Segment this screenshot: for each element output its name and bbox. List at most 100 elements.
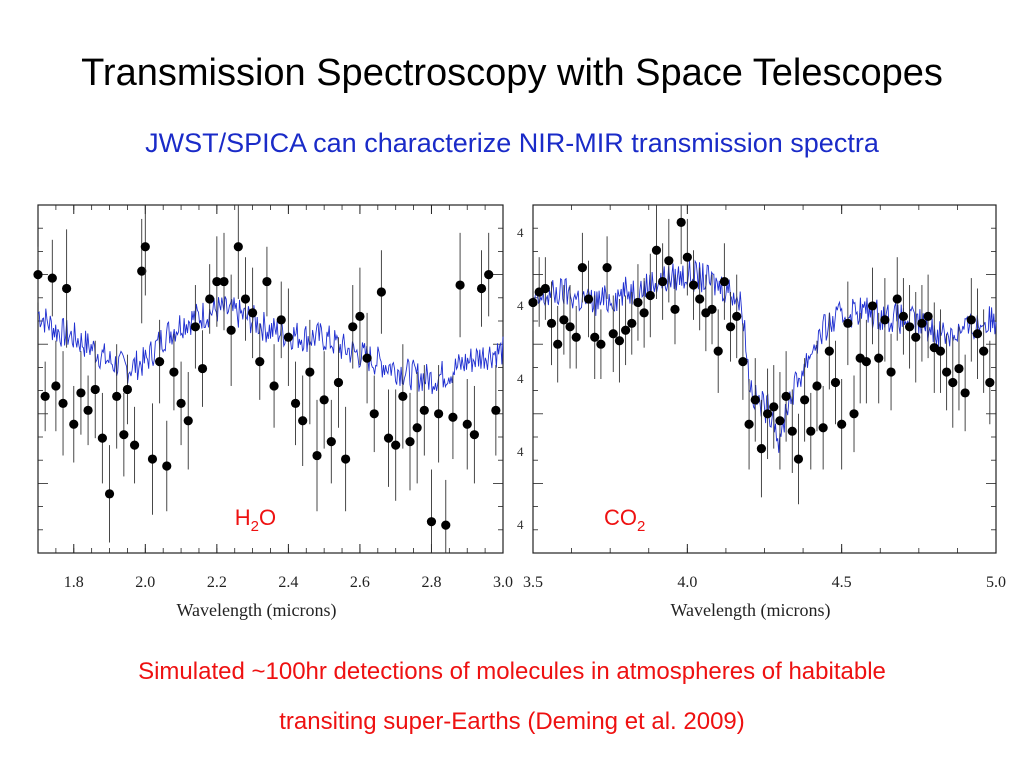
data-point [176,398,186,408]
data-point [441,520,451,530]
data-point [269,381,279,391]
model-spectrum-line [37,296,504,395]
data-point [319,395,329,405]
data-point [47,273,57,283]
data-point [880,315,890,325]
data-point [69,419,79,429]
x-tick-label: 3.5 [523,574,543,591]
x-tick-label: 5.0 [986,574,1006,591]
data-point [62,283,72,294]
data-point [639,308,649,318]
data-point [874,353,884,363]
data-point [688,280,699,290]
data-point [806,426,816,436]
data-point [590,332,600,342]
x-tick-label: 4.5 [832,574,852,591]
data-point [923,311,933,321]
molecule-label-main: CO [604,505,637,530]
data-point [966,315,976,325]
data-point [935,346,946,356]
data-point [362,353,372,363]
data-point [426,517,437,527]
data-point [843,318,853,328]
data-point [398,391,408,401]
data-point [985,377,995,388]
data-point [781,391,791,401]
molecule-label-main: H [235,505,251,530]
data-point [633,297,643,308]
data-point [979,346,989,356]
plot-frame [37,204,504,554]
data-point [348,322,358,332]
data-point [645,290,655,301]
data-point [276,315,286,325]
data-point [818,423,828,433]
data-point [528,297,538,308]
data-point [787,426,797,436]
slide-subtitle: JWST/SPICA can characterize NIR-MIR tran… [145,128,879,158]
data-point [484,270,494,280]
data-point [559,315,569,325]
data-point [51,381,61,391]
y-tick-label: 4 [517,298,524,313]
data-point [651,245,662,255]
data-point [583,294,594,304]
data-point [577,263,587,273]
x-axis-label: Wavelength (microns) [671,600,831,621]
data-point [140,242,150,252]
data-point [670,304,680,314]
data-point [137,266,147,276]
data-point [732,311,742,321]
data-point [824,346,834,356]
data-point [405,437,415,447]
data-point [147,454,158,464]
data-point [155,357,165,367]
data-point [565,322,575,332]
molecule-label: H2O [235,505,276,535]
data-point [682,252,692,262]
slide-title: Transmission Spectroscopy with Space Tel… [81,52,943,94]
data-point [960,388,970,398]
data-point [886,367,896,377]
data-point [911,332,921,342]
data-point [621,325,631,335]
data-point [383,433,394,443]
data-point [812,381,822,391]
data-point [462,419,472,429]
data-point [602,263,612,273]
data-point [571,332,581,342]
data-point [369,409,379,419]
data-point [861,357,871,367]
data-point [658,276,668,287]
x-tick-label: 2.2 [207,574,227,591]
data-point [197,363,208,374]
x-tick-label: 2.6 [350,574,370,591]
data-point [104,489,115,499]
data-point [546,318,557,328]
data-point [769,402,779,412]
data-point [867,301,878,311]
data-point [312,450,322,461]
data-point [762,409,773,419]
data-point [169,367,179,377]
data-point [58,398,68,408]
data-point [713,346,723,356]
data-point [898,311,909,321]
data-point [262,276,272,287]
data-point [76,388,86,398]
data-point [233,242,243,252]
data-point [212,276,222,287]
data-point [205,294,215,304]
data-point [412,423,422,433]
data-point [122,384,133,395]
data-point [97,433,107,443]
data-point [627,318,637,328]
data-point [219,276,229,287]
caption-line-2: transiting super-Earths (Deming et al. 2… [279,708,745,735]
data-point [255,357,265,367]
data-point [972,329,983,339]
x-tick-label: 2.0 [135,574,155,591]
data-point [904,322,915,332]
data-point [162,461,172,471]
